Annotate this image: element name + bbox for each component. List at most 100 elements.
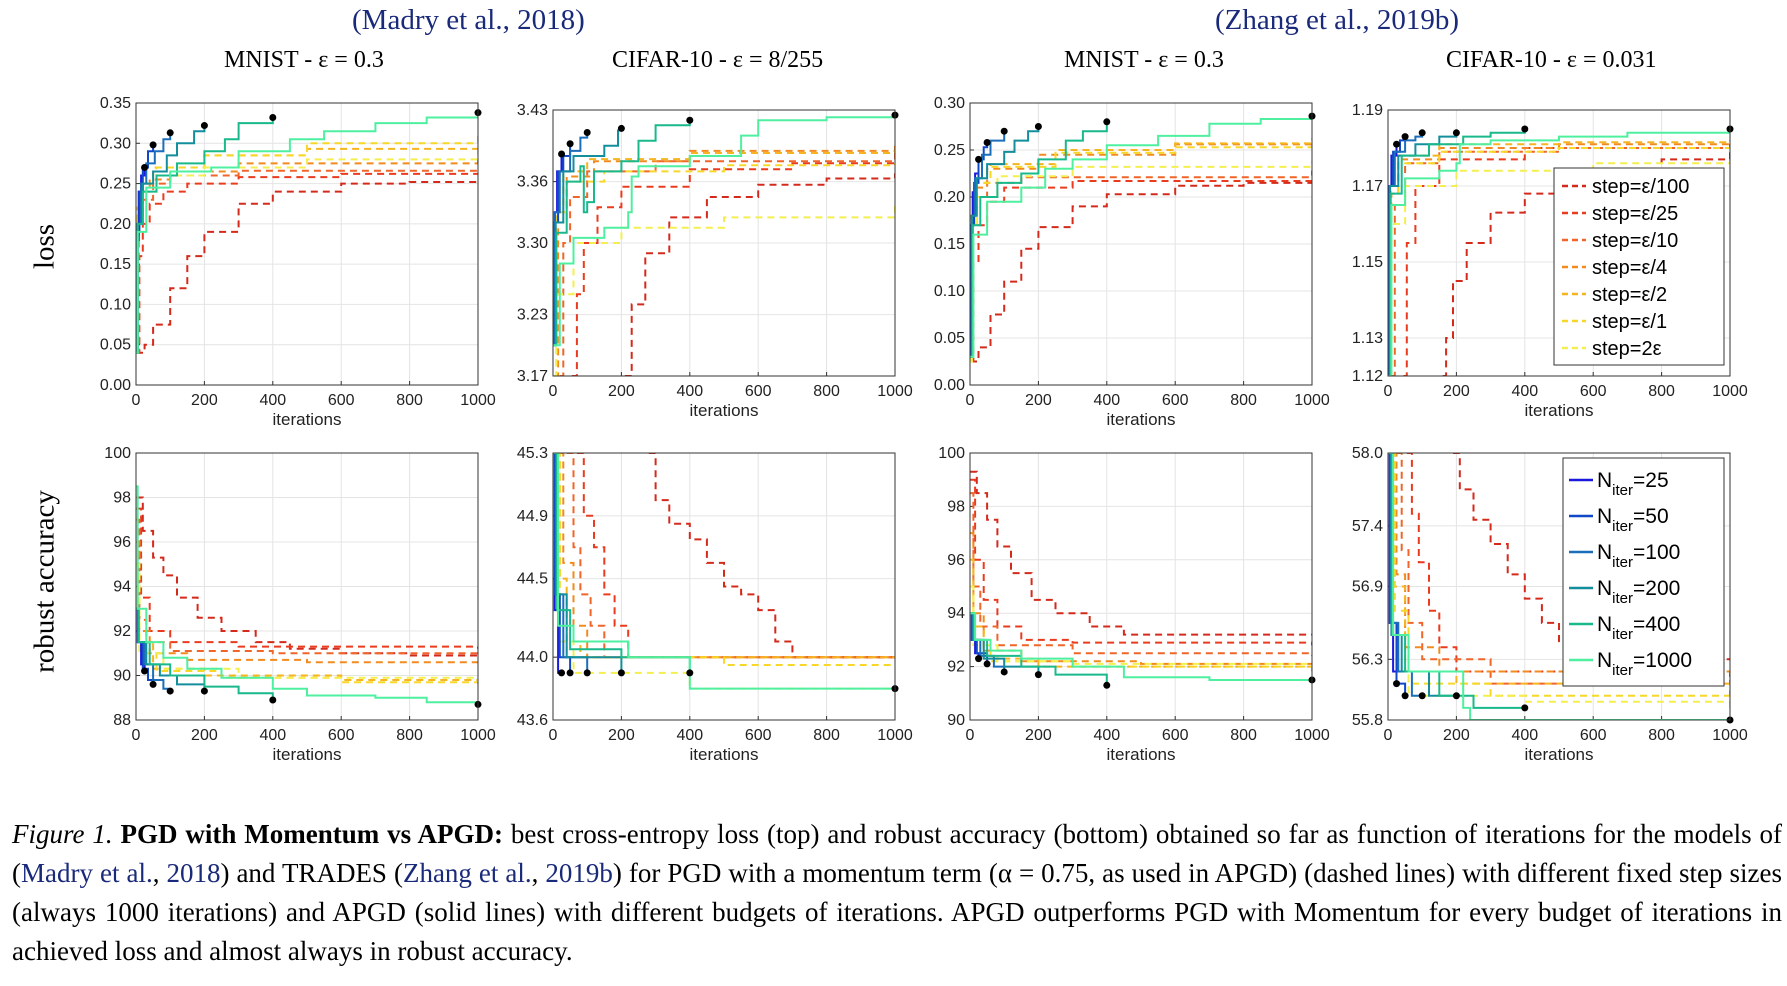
panel-1-y-tick-label: 0.30 bbox=[100, 135, 131, 152]
panel-1-endpoint-marker bbox=[141, 163, 149, 171]
panel-3: 0 200 400 600 800 1000 0.00 0.05 0.10 0.15 0.20 0.2… bbox=[934, 95, 1330, 429]
panel-2-endpoint-marker bbox=[617, 124, 625, 132]
panel-3-endpoint-marker bbox=[1103, 118, 1111, 126]
panel-3-y-tick-label: 0.25 bbox=[934, 142, 965, 159]
panel-3-y-tick-label: 0.15 bbox=[934, 236, 965, 253]
panel-6-series-niter-1000 bbox=[553, 453, 895, 690]
panel-8-frame bbox=[1387, 452, 1731, 721]
panel-1-frame bbox=[135, 102, 479, 386]
panel-5-x-axis-label: iterations bbox=[273, 745, 342, 764]
panel-4-endpoint-marker bbox=[1521, 125, 1529, 133]
caption-bold-lead: PGD with Momentum vs APGD: bbox=[120, 819, 504, 849]
panel-3-endpoint-marker bbox=[1034, 123, 1042, 130]
panel-6-x-axis-label: iterations bbox=[690, 745, 759, 764]
panel-3-x-tick-label: 800 bbox=[1230, 392, 1257, 409]
panel-8-series-group bbox=[1388, 453, 1730, 720]
panel-5-endpoint-marker bbox=[149, 680, 157, 688]
panel-3-endpoint-marker bbox=[975, 155, 983, 163]
legend-step-sizes: step=ε/100 step=ε/25 step=ε/10 step=ε/4 step… bbox=[1553, 167, 1725, 366]
panel-8-endpoint-marker bbox=[1452, 692, 1460, 700]
panel-3-x-tick-label: 0 bbox=[966, 392, 975, 409]
panel-3-series-niter-1000 bbox=[970, 116, 1312, 358]
panel-5-endpoint-marker bbox=[141, 667, 149, 675]
panel-5-y-tick-label: 96 bbox=[113, 534, 131, 551]
panel-2-series-step-25 bbox=[571, 159, 895, 376]
panel-4-y-tick-label: 1.12 bbox=[1352, 368, 1383, 385]
panel-3-endpoint-marker bbox=[983, 138, 991, 146]
plots-canvas: 0 200 400 600 800 10000.000.050.100.150.200.2… bbox=[100, 95, 1748, 764]
panel-4-x-axis-label: iterations bbox=[1525, 401, 1594, 420]
panel-4-endpoint-marker bbox=[1401, 133, 1409, 141]
panel-7-endpoint-marker bbox=[1103, 681, 1111, 689]
panel-2: 0 200 400 600 800 1000 3.17 3.23 3.30 3.36 3.43 ite… bbox=[517, 102, 913, 420]
panel-7-y-tick-label: 94 bbox=[947, 605, 965, 622]
panel-5-endpoint-marker bbox=[269, 696, 277, 704]
panel-1-y-tick-label: 0.05 bbox=[100, 337, 131, 354]
panel-6-endpoint-marker bbox=[558, 669, 566, 677]
panel-6-x-tick-label: 800 bbox=[813, 727, 840, 744]
panel-7-series-step-2- bbox=[970, 585, 1312, 667]
legend-niter-label: Niter=25 bbox=[1597, 469, 1669, 499]
legend-niter-label: Niter=50 bbox=[1597, 505, 1669, 535]
panel-6-x-tick-label: 0 bbox=[549, 727, 558, 744]
panel-5-x-tick-label: 200 bbox=[191, 727, 218, 744]
panel-4-frame bbox=[1387, 109, 1731, 377]
caption-citation-madry[interactable]: Madry et al. bbox=[21, 858, 153, 888]
panel-3-series-step-100 bbox=[970, 181, 1312, 363]
legend-niter-label: Niter=100 bbox=[1597, 541, 1680, 571]
legend-niter-box bbox=[1562, 457, 1725, 687]
panel-1-endpoint-marker bbox=[149, 141, 157, 149]
panel-1-y-tick-label: 0.35 bbox=[100, 95, 131, 112]
panel-5-endpoint-marker bbox=[200, 687, 208, 695]
panel-6-y-tick-label: 44.5 bbox=[517, 571, 548, 588]
panel-5: 0 200 400 600 800 1000 88 90 92 94 96 98 100 iteratio… bbox=[104, 445, 496, 764]
panel-8-y-tick-label: 55.8 bbox=[1352, 712, 1383, 729]
caption-citation-zhang[interactable]: Zhang et al. bbox=[402, 858, 532, 888]
panel-7: 0 200 400 600 800 1000 90 92 94 96 98 100 iterations bbox=[938, 445, 1330, 764]
panel-5-series-niter-400 bbox=[136, 607, 274, 700]
panel-2-y-tick-label: 3.30 bbox=[517, 235, 548, 252]
panel-8-y-tick-label: 57.4 bbox=[1352, 518, 1383, 535]
panel-2-endpoint-marker bbox=[686, 116, 694, 124]
panel-1-series-step-25 bbox=[136, 172, 478, 354]
panel-4-endpoint-marker bbox=[1418, 129, 1426, 137]
panel-3-series-group bbox=[970, 116, 1312, 363]
panel-6-y-tick-label: 44.9 bbox=[517, 508, 548, 525]
panel-4-x-tick-label: 200 bbox=[1443, 383, 1470, 400]
panel-8-x-tick-label: 400 bbox=[1511, 727, 1538, 744]
panel-5-x-tick-label: 0 bbox=[132, 727, 141, 744]
panel-1-series-niter-400 bbox=[136, 117, 274, 354]
panel-6-series-step-1 bbox=[555, 453, 895, 666]
panel-5-y-tick-label: 100 bbox=[104, 445, 131, 462]
panel-2-series-step-10 bbox=[559, 151, 895, 376]
panel-3-x-tick-label: 600 bbox=[1162, 392, 1189, 409]
panel-1-x-tick-label: 400 bbox=[259, 392, 286, 409]
group-header-madry: (Madry et al., 2018) bbox=[352, 4, 585, 36]
group-header-zhang: (Zhang et al., 2019b) bbox=[1215, 4, 1460, 36]
legend-step-label: step=ε/4 bbox=[1592, 257, 1667, 279]
panel-8-series-step-1 bbox=[1390, 453, 1730, 697]
panel-8-y-tick-label: 56.9 bbox=[1352, 579, 1383, 596]
panel-4-x-tick-label: 1000 bbox=[1712, 383, 1748, 400]
panel-title-3: MNIST - ε = 0.3 bbox=[1064, 47, 1224, 73]
legend-niter-label: Niter=200 bbox=[1597, 577, 1680, 607]
panel-7-x-tick-label: 600 bbox=[1162, 727, 1189, 744]
panel-4-endpoint-marker bbox=[1452, 129, 1460, 137]
panel-3-series-niter-400 bbox=[970, 121, 1108, 358]
panel-7-series-niter-1000 bbox=[970, 612, 1312, 681]
panel-2-series-group bbox=[553, 115, 895, 376]
panel-2-x-axis-label: iterations bbox=[690, 401, 759, 420]
panel-7-endpoint-marker bbox=[1000, 668, 1008, 676]
panel-4-y-tick-label: 1.17 bbox=[1352, 178, 1383, 195]
legend-niter-label: Niter=1000 bbox=[1597, 649, 1692, 679]
panel-2-endpoint-marker bbox=[558, 150, 566, 158]
panel-3-endpoint-marker bbox=[1000, 127, 1008, 135]
panel-1-endpoint-marker bbox=[166, 129, 174, 137]
panel-1-endpoint-marker bbox=[200, 122, 208, 130]
panel-3-y-tick-label: 0.10 bbox=[934, 283, 965, 300]
panel-8-x-tick-label: 800 bbox=[1648, 727, 1675, 744]
panel-4-x-tick-label: 800 bbox=[1648, 383, 1675, 400]
legend-step-label: step=ε/100 bbox=[1592, 176, 1689, 198]
panel-2-frame bbox=[552, 109, 896, 377]
panel-2-y-tick-label: 3.36 bbox=[517, 174, 548, 191]
